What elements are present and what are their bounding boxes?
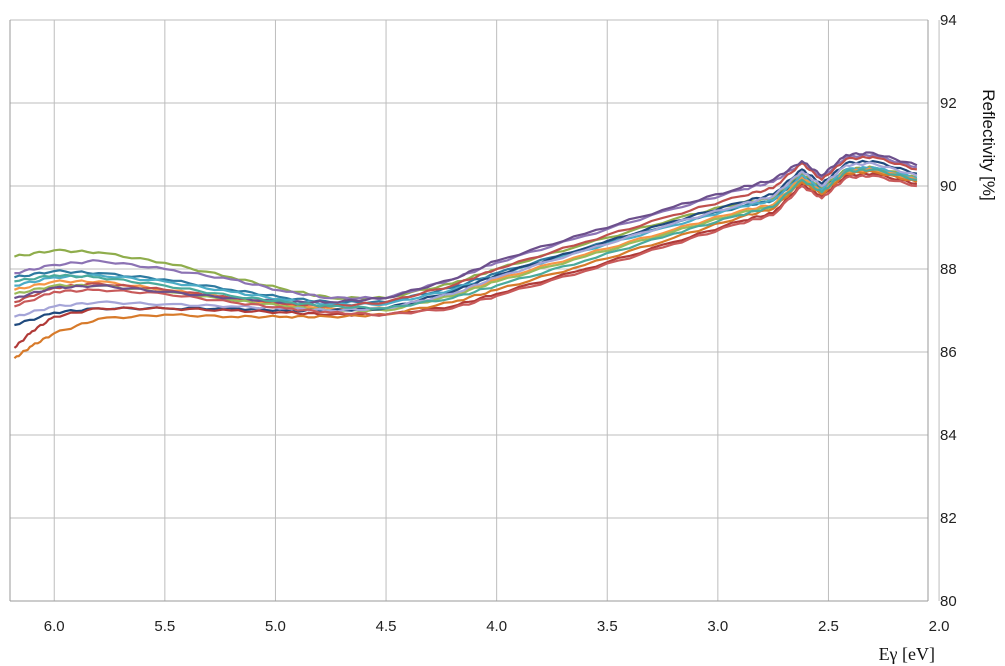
x-tick-label: 4.0	[486, 618, 507, 635]
x-tick-label: 3.0	[707, 618, 728, 635]
y-tick-label: 94	[940, 12, 957, 29]
x-tick-label: 5.5	[154, 618, 175, 635]
x-tick-label: 6.0	[44, 618, 65, 635]
x-tick-label: 2.0	[929, 618, 950, 635]
y-tick-label: 82	[940, 510, 957, 527]
series-line	[14, 151, 918, 305]
y-tick-label: 80	[940, 593, 957, 610]
series-line	[14, 174, 917, 317]
x-tick-label: 2.5	[818, 618, 839, 635]
x-axis-title: Eγ [eV]	[879, 644, 935, 664]
y-tick-label: 90	[940, 178, 957, 195]
series-line	[13, 169, 918, 360]
x-tick-label: 4.5	[376, 618, 397, 635]
series-line	[14, 155, 918, 308]
series-line	[13, 172, 917, 349]
series-group	[13, 151, 918, 360]
series-line	[14, 161, 918, 318]
y-axis-title: Reflectivity [%]	[979, 89, 998, 200]
grid	[9, 19, 940, 602]
x-tick-label: 5.0	[265, 618, 286, 635]
y-tick-label: 88	[940, 261, 957, 278]
tick-labels: 6.0 5.5 5.0 4.5 4.0 3.5 3.0 2.5 2.0 80 82 84 86 88 90 9…	[44, 12, 957, 635]
series-line	[14, 153, 918, 301]
y-tick-label: 92	[940, 95, 957, 112]
x-tick-label: 3.5	[597, 618, 618, 635]
series-line	[14, 168, 917, 310]
y-tick-label: 84	[940, 427, 957, 444]
y-tick-label: 86	[940, 344, 957, 361]
